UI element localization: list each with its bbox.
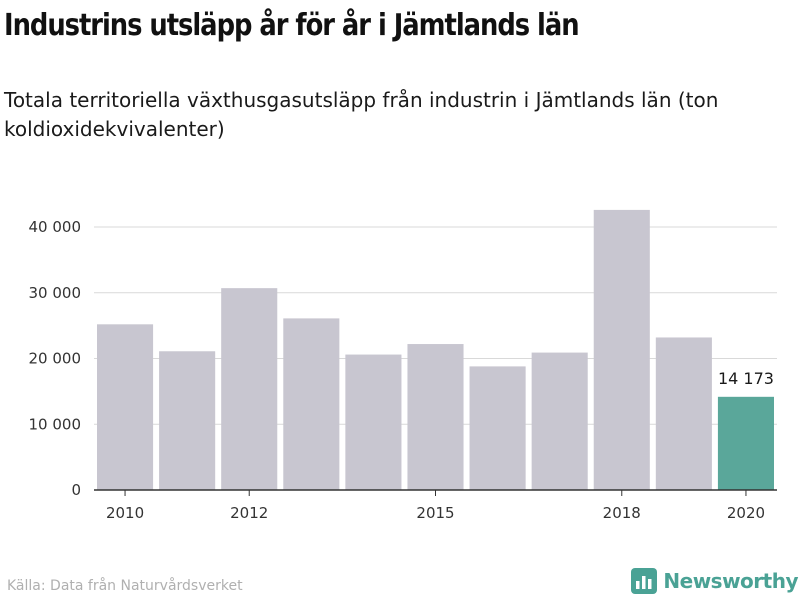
y-tick-label: 30 000	[29, 284, 82, 302]
x-tick-label: 2015	[416, 504, 454, 522]
x-tick-label: 2020	[727, 504, 765, 522]
bar	[221, 288, 278, 490]
chart-title: Industrins utsläpp år för år i Jämtlands…	[4, 8, 580, 43]
bar	[97, 324, 154, 490]
bar	[469, 366, 526, 490]
bar	[345, 354, 402, 490]
bar	[593, 209, 650, 490]
x-tick-label: 2010	[106, 504, 144, 522]
x-tick-label: 2012	[230, 504, 268, 522]
bar	[283, 318, 340, 490]
data-label-highlight: 14 173	[718, 369, 774, 388]
bar	[407, 344, 464, 490]
y-tick-label: 0	[71, 481, 81, 499]
bar	[159, 351, 216, 490]
y-tick-label: 40 000	[29, 218, 82, 236]
annotations: 14 173	[718, 369, 774, 388]
x-tick-label: 2018	[603, 504, 641, 522]
x-axis-ticks: 2010 2012 2015 2018 2020	[106, 490, 765, 522]
bar-highlight	[717, 396, 774, 490]
bar	[531, 352, 588, 490]
bars	[97, 209, 774, 490]
brand-name: Newsworthy	[663, 569, 798, 593]
chart-subtitle: Totala territoriella växthusgasutsläpp f…	[4, 88, 719, 141]
source-note: Källa: Data från Naturvårdsverket	[7, 578, 243, 594]
y-tick-label: 20 000	[29, 350, 82, 368]
y-axis-tick-labels: 0 10 000 20 000 30 000 40 000	[29, 218, 82, 499]
brand-logo: Newsworthy	[631, 568, 798, 594]
bar-chart-logo-icon	[631, 568, 658, 594]
y-tick-label: 10 000	[29, 415, 82, 433]
bar	[655, 337, 712, 490]
